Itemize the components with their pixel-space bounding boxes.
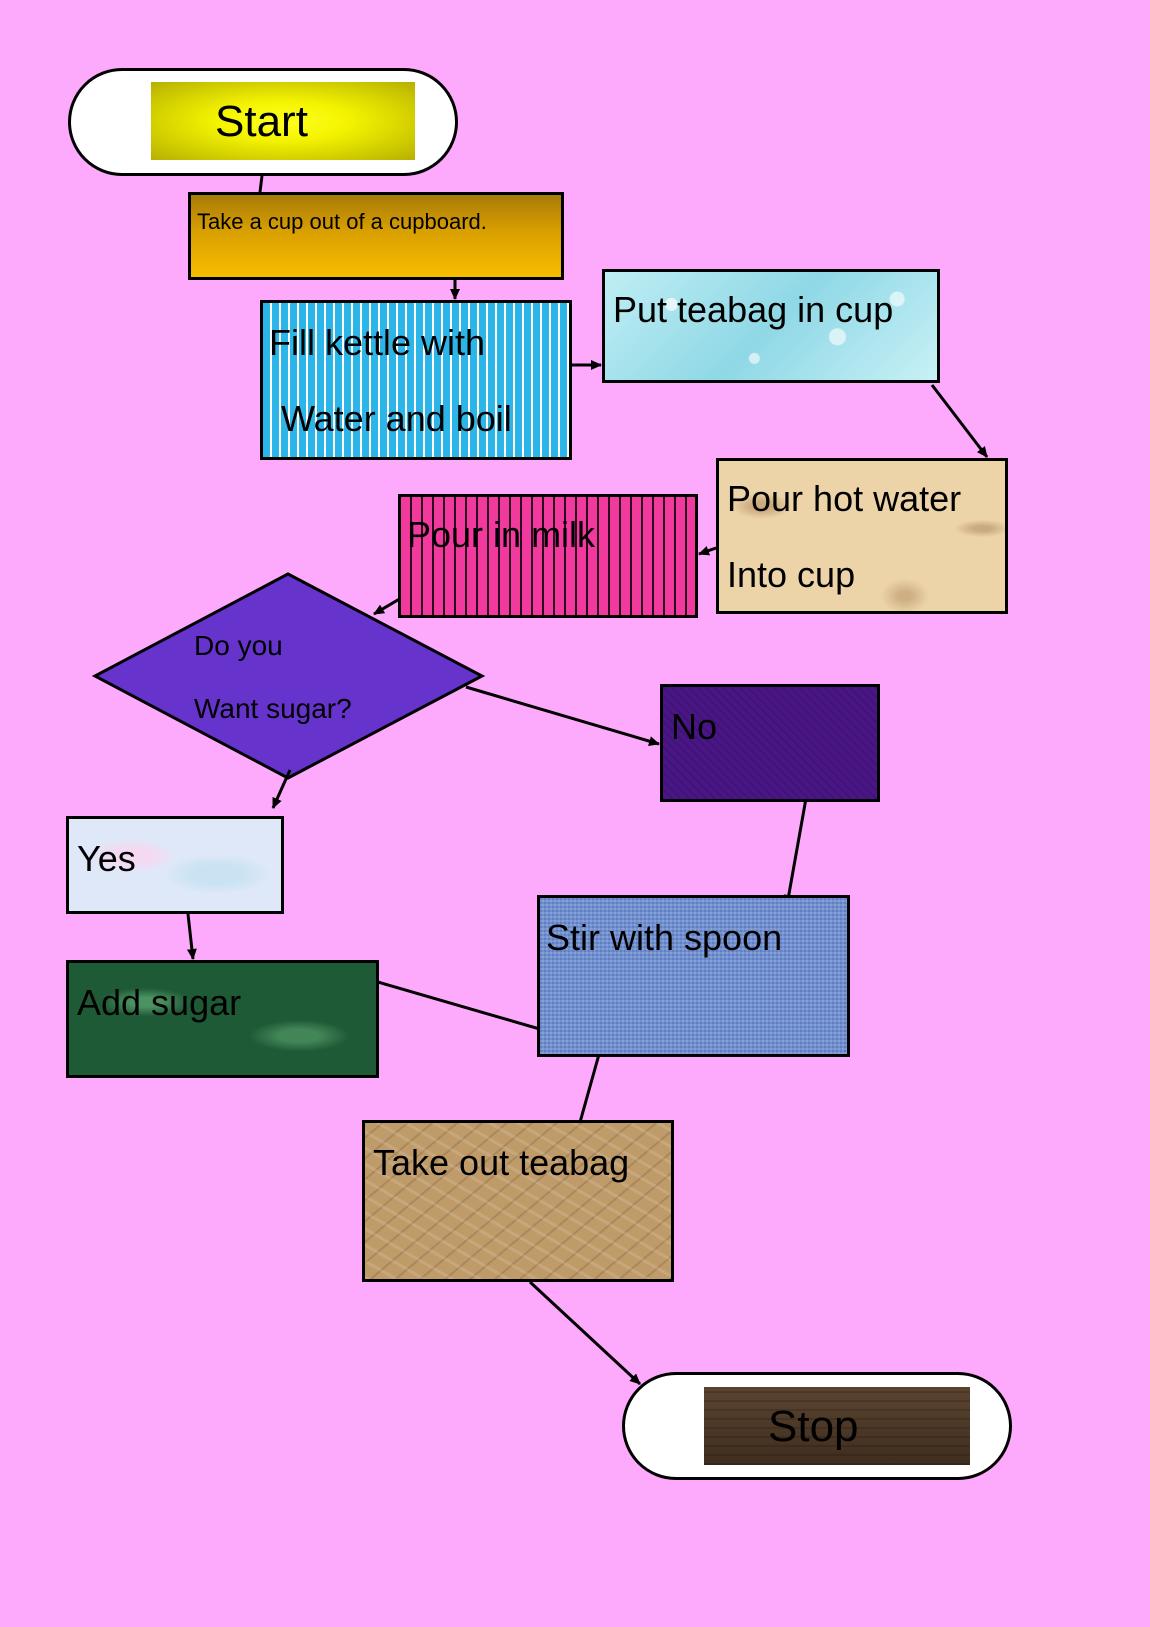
step-put-teabag-label: Put teabag in cup [613, 289, 894, 330]
step-take-cup: Take a cup out of a cupboard. [188, 192, 564, 280]
arrow-start-to-cup [258, 175, 264, 193]
arrow-decision-to-yes [271, 769, 292, 809]
branch-no: No [660, 684, 880, 802]
step-pour-milk: Pour in milk [398, 494, 698, 618]
step-add-sugar: Add sugar [66, 960, 379, 1078]
step-take-cup-label: Take a cup out of a cupboard. [197, 209, 487, 234]
step-take-out-teabag-label: Take out teabag [373, 1142, 630, 1183]
decision-line2: Want sugar? [194, 693, 352, 724]
step-pour-hot-water-line2: Into cup [727, 554, 856, 595]
step-stir: Stir with spoon [537, 895, 850, 1057]
step-put-teabag: Put teabag in cup [602, 269, 940, 383]
stop-label: Stop [768, 1402, 859, 1451]
arrow-decision-to-no [465, 685, 660, 746]
branch-no-label: No [671, 706, 718, 747]
arrow-teabag-to-hotwater [930, 384, 989, 458]
stop-label-box: Stop [704, 1387, 970, 1465]
decision-line1: Do you [194, 630, 283, 661]
step-add-sugar-label: Add sugar [77, 982, 242, 1023]
arrow-yes-to-addsugar [186, 913, 197, 960]
step-take-out-teabag: Take out teabag [362, 1120, 674, 1282]
step-pour-milk-label: Pour in milk [407, 514, 596, 555]
step-fill-kettle-line2: Water and boil [281, 398, 512, 439]
branch-yes-label: Yes [77, 838, 136, 879]
step-pour-hot-water: Pour hot water Into cup [716, 458, 1008, 614]
start-label-box: Start [151, 82, 415, 160]
step-fill-kettle: Fill kettle with Water and boil [260, 300, 572, 460]
step-stir-label: Stir with spoon [546, 917, 783, 958]
branch-yes: Yes [66, 816, 284, 914]
step-fill-kettle-line1: Fill kettle with [269, 322, 486, 363]
step-pour-hot-water-line1: Pour hot water [727, 478, 962, 519]
start-label: Start [215, 97, 308, 146]
arrow-takeout-to-stop [528, 1280, 642, 1386]
arrow-hotwater-to-milk [698, 545, 717, 556]
